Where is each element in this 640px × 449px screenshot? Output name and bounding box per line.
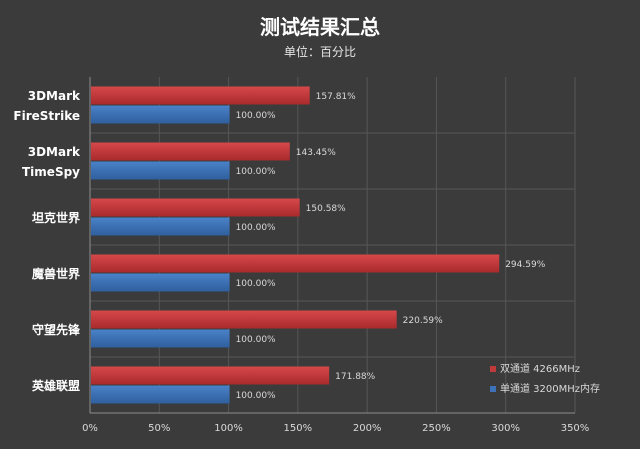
data-label: 157.81% (316, 92, 356, 102)
chart-title: 测试结果汇总 (260, 15, 380, 39)
chart-subtitle: 单位：百分比 (284, 44, 356, 59)
data-label: 294.59% (505, 260, 545, 270)
bar-dual-channel (91, 198, 300, 217)
bar-dual-channel (91, 366, 330, 385)
bar-single-channel (91, 273, 230, 292)
legend: 双通道 4266MHz 单通道 3200MHz内存 (490, 362, 600, 395)
data-label: 100.00% (236, 111, 276, 121)
category-label: 守望先锋 (32, 322, 81, 337)
data-label: 100.00% (236, 279, 276, 289)
bar-single-channel (91, 161, 230, 180)
data-label: 100.00% (236, 223, 276, 233)
x-tick-label: 0% (82, 423, 98, 434)
bar-single-channel (91, 329, 230, 348)
category-label: 坦克世界 (32, 210, 80, 225)
x-tick-label: 300% (491, 423, 520, 434)
bars (91, 86, 500, 404)
bar-dual-channel (91, 310, 397, 329)
bar-single-channel (91, 105, 230, 124)
bar-single-channel (91, 217, 230, 236)
category-label: 3DMark (28, 89, 81, 103)
bar-single-channel (91, 385, 230, 404)
bar-dual-channel (91, 86, 310, 105)
category-label: 英雄联盟 (32, 378, 80, 393)
legend-swatch (490, 366, 496, 372)
legend-label: 双通道 4266MHz (500, 362, 580, 375)
data-label: 150.58% (306, 204, 346, 214)
bar-dual-channel (91, 254, 500, 273)
category-label: 3DMark (28, 145, 81, 159)
data-label: 143.45% (296, 148, 336, 158)
category-label: TimeSpy (22, 165, 80, 179)
x-tick-label: 100% (214, 423, 243, 434)
x-tick-label: 150% (284, 423, 313, 434)
legend-label: 单通道 3200MHz内存 (500, 382, 600, 395)
category-label: 魔兽世界 (32, 266, 80, 281)
data-label: 220.59% (403, 316, 443, 326)
data-label: 100.00% (236, 391, 276, 401)
x-tick-label: 200% (353, 423, 382, 434)
labels: 0% 50% 100% 150% 200% 250% 300% 350% 3DMark FireS… (13, 89, 589, 434)
x-tick-label: 50% (148, 423, 170, 434)
category-label: FireStrike (13, 109, 80, 123)
x-tick-label: 350% (561, 423, 590, 434)
data-label: 171.88% (335, 372, 375, 382)
x-tick-label: 250% (422, 423, 451, 434)
legend-swatch (490, 386, 496, 392)
data-label: 100.00% (236, 335, 276, 345)
grid-lines (90, 77, 576, 413)
data-label: 100.00% (236, 167, 276, 177)
bar-dual-channel (91, 142, 290, 161)
